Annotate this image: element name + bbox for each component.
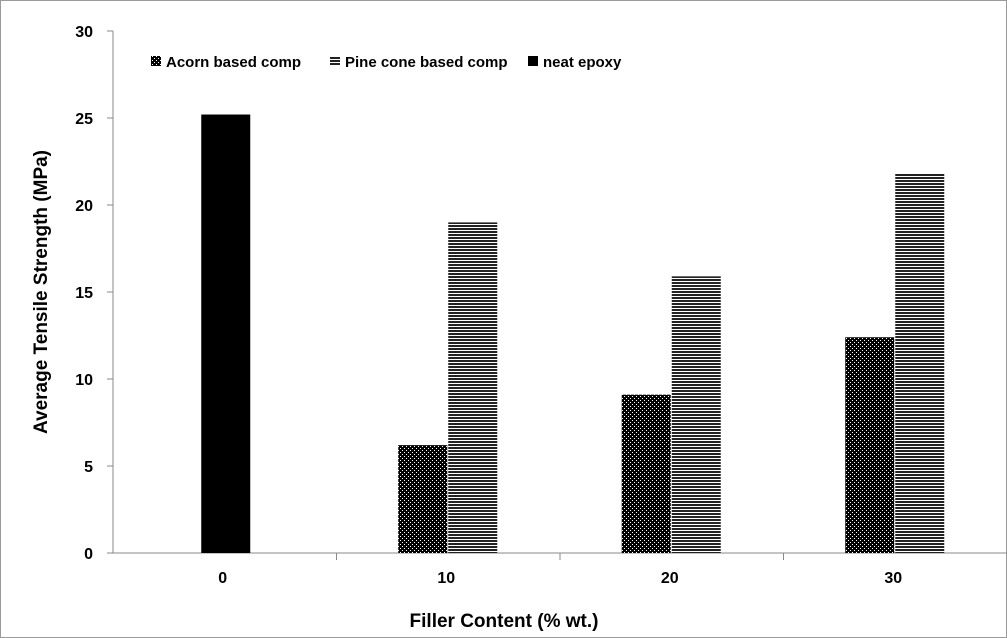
y-tick-label: 25 bbox=[75, 111, 93, 128]
x-axis-title: Filler Content (% wt.) bbox=[410, 611, 599, 632]
legend-swatch bbox=[528, 56, 538, 66]
legend-label: Pine cone based comp bbox=[345, 54, 508, 71]
y-tick-label: 15 bbox=[75, 285, 93, 302]
bar-pine-cone-based-comp bbox=[448, 222, 498, 553]
bar-pine-cone-based-comp bbox=[895, 173, 945, 553]
bar-acorn-based-comp bbox=[845, 337, 895, 553]
legend-swatch bbox=[330, 56, 340, 66]
y-axis-title: Average Tensile Strength (MPa) bbox=[31, 150, 52, 434]
bar-neat-epoxy bbox=[201, 114, 251, 554]
legend-label: neat epoxy bbox=[543, 54, 622, 71]
y-tick-label: 0 bbox=[84, 546, 93, 563]
bar-acorn-based-comp bbox=[621, 394, 671, 553]
y-tick-label: 20 bbox=[75, 198, 93, 215]
bar-pine-cone-based-comp bbox=[671, 276, 721, 553]
bar-acorn-based-comp bbox=[398, 445, 448, 553]
y-tick-label: 30 bbox=[75, 24, 93, 41]
x-tick-label: 10 bbox=[437, 570, 455, 587]
legend-label: Acorn based comp bbox=[166, 54, 301, 71]
x-tick-label: 30 bbox=[884, 570, 902, 587]
x-tick-label: 0 bbox=[218, 570, 227, 587]
y-tick-label: 5 bbox=[84, 459, 93, 476]
x-tick-label: 20 bbox=[661, 570, 679, 587]
legend-swatch bbox=[151, 56, 161, 66]
y-tick-label: 10 bbox=[75, 372, 93, 389]
